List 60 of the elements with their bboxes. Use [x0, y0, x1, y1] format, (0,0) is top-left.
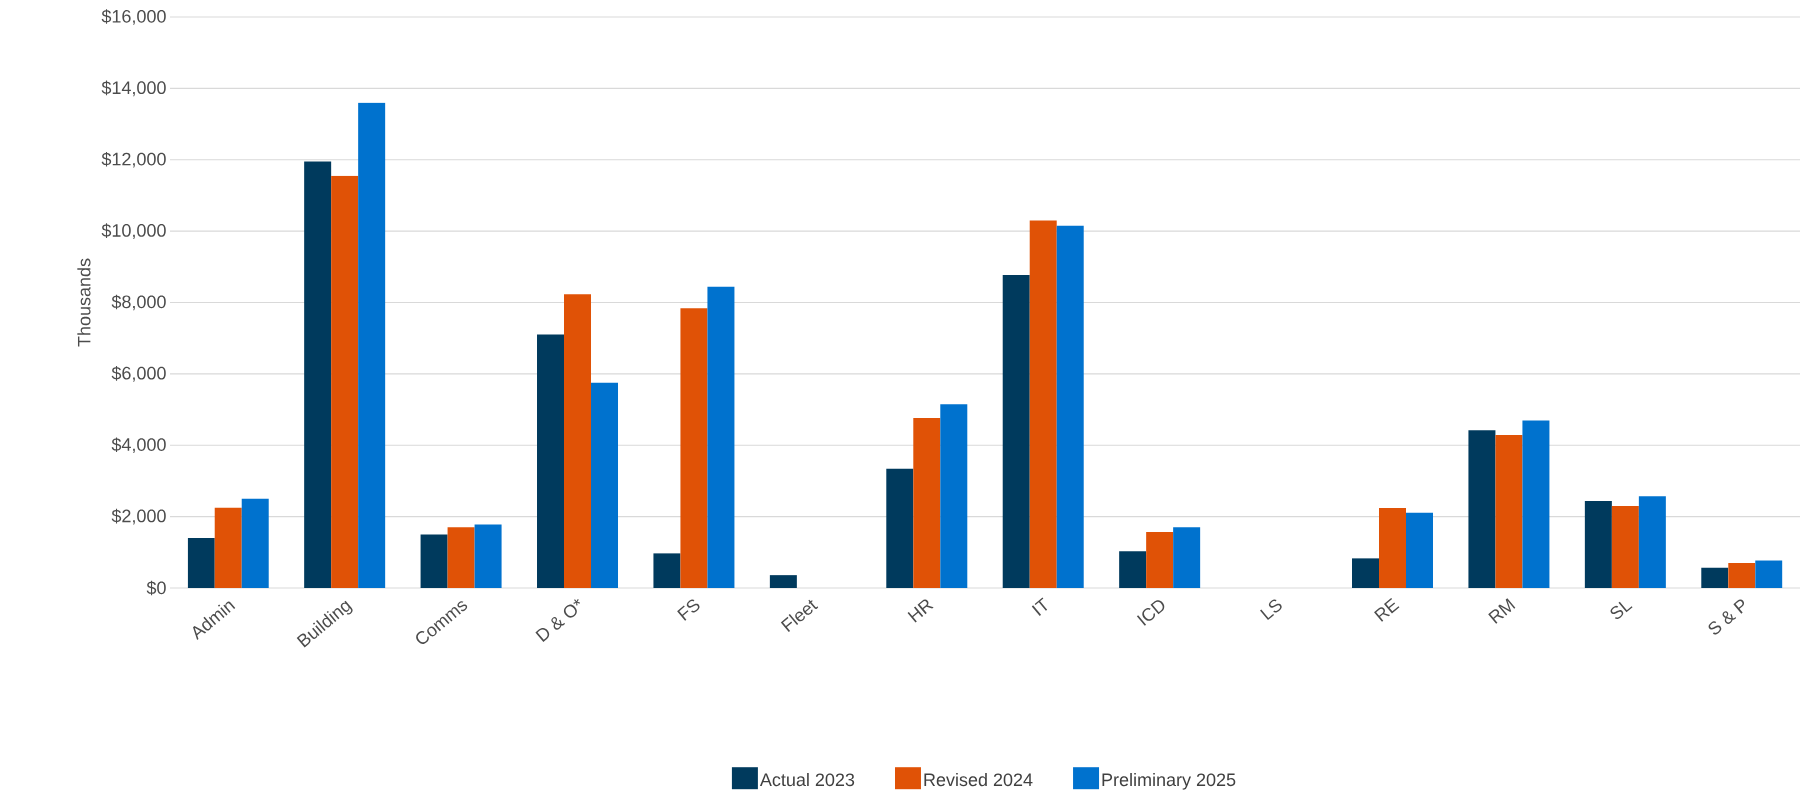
bar	[769, 574, 797, 588]
bar	[1146, 531, 1174, 588]
y-tick-label: $10,000	[101, 223, 166, 239]
legend-label: Preliminary 2025	[1102, 772, 1236, 790]
bar	[304, 161, 332, 588]
bar	[1495, 434, 1523, 588]
bar	[331, 175, 359, 588]
bar	[1173, 527, 1201, 588]
bar	[680, 307, 708, 588]
x-tick-label: SL	[1610, 601, 1633, 619]
bar	[214, 507, 242, 588]
bar	[1522, 420, 1550, 588]
y-tick-label: $14,000	[101, 80, 166, 96]
y-tick-label: $6,000	[111, 365, 166, 382]
bar	[1638, 496, 1666, 588]
y-tick-label: $0	[146, 580, 166, 596]
x-tick-label: D & O*	[535, 598, 580, 642]
bar	[187, 537, 215, 588]
y-tick-label: $12,000	[101, 151, 166, 168]
y-tick-label: $2,000	[111, 508, 166, 525]
legend-label: Revised 2024	[924, 772, 1033, 786]
bar	[537, 334, 565, 588]
bar	[1728, 562, 1756, 588]
x-tick-label: LS	[1260, 599, 1282, 620]
legend-label: Actual 2023	[759, 772, 855, 786]
bar	[447, 527, 475, 588]
bar	[1701, 567, 1729, 588]
bar	[1611, 505, 1639, 588]
x-tick-label: S & P	[1708, 599, 1745, 635]
y-axis-title: Thousands	[77, 258, 91, 347]
bar	[886, 468, 914, 588]
x-tick-label: HR	[907, 599, 934, 623]
x-tick-label: RM	[1488, 597, 1516, 624]
x-tick-label: FS	[677, 599, 700, 621]
bar	[358, 102, 386, 588]
x-tick-label: IT	[1031, 597, 1048, 616]
bar	[1406, 512, 1433, 588]
y-tick-label: $4,000	[111, 437, 166, 453]
bar	[420, 534, 448, 588]
bar	[1056, 225, 1084, 588]
bar	[1002, 274, 1030, 588]
x-tick-label: RE	[1374, 597, 1400, 622]
bar	[653, 553, 681, 588]
bar	[1379, 507, 1406, 588]
bar	[1584, 500, 1612, 588]
bar	[1755, 560, 1783, 588]
x-tick-label: ICD	[1136, 600, 1165, 626]
bar	[1468, 430, 1496, 588]
bar	[564, 294, 592, 588]
bar	[1119, 551, 1147, 588]
bar	[1029, 220, 1057, 588]
bar	[591, 382, 619, 588]
y-tick-label: $8,000	[111, 294, 166, 311]
bar	[241, 498, 269, 588]
bar	[1352, 558, 1379, 588]
bar	[474, 524, 502, 588]
bar	[940, 403, 968, 588]
bar	[913, 417, 941, 588]
y-tick-label: $16,000	[101, 8, 166, 25]
bar	[707, 286, 735, 588]
